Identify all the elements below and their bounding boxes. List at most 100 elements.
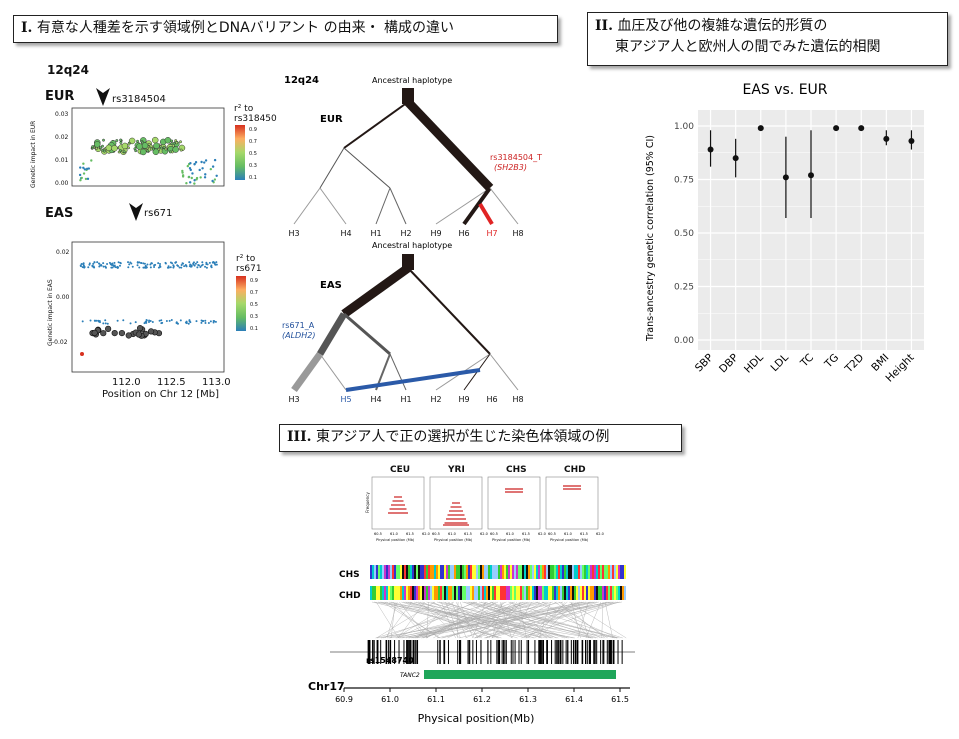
eas-variant-dot xyxy=(192,262,195,265)
hap-row-chd-segment xyxy=(500,586,502,600)
hap-connector xyxy=(421,601,553,639)
eur-variant-dot xyxy=(195,178,198,181)
eas-variant-dot xyxy=(118,264,121,267)
eas-variant-dot xyxy=(91,265,94,268)
eas-variant-dot xyxy=(134,321,137,324)
hap-connector xyxy=(399,601,429,639)
hap-row-chd-segment xyxy=(558,586,560,600)
hap-row-chs-segment xyxy=(606,565,608,579)
hap-row-chs-segment xyxy=(376,565,378,579)
hap-row-chs-segment xyxy=(464,565,466,579)
hap-row-chd-segment xyxy=(374,586,376,600)
hap-row-chd-segment xyxy=(404,586,406,600)
eas-variant-dot xyxy=(89,319,92,322)
eas-variant-dot xyxy=(209,320,212,323)
eas-variant-dot xyxy=(125,332,132,339)
hap-row-chs-segment xyxy=(510,565,512,579)
hap-row-chd-segment xyxy=(618,586,620,600)
eas-variant-dot xyxy=(159,263,162,266)
hap-row-chd-segment xyxy=(606,586,608,600)
hap-connector xyxy=(472,601,605,639)
hap-row-chd-segment xyxy=(418,586,420,600)
hap-row-chs-segment xyxy=(598,565,600,579)
hap-row-chs-segment xyxy=(502,565,504,579)
hap-row-label-chs: CHS xyxy=(339,570,360,580)
hap-connector xyxy=(571,601,581,639)
hap-row-chs-segment xyxy=(492,565,494,579)
hap-connector xyxy=(374,601,593,639)
hap-row-chd-segment xyxy=(520,586,522,600)
hap-row-chs-segment xyxy=(474,565,476,579)
hap-row-chs-segment xyxy=(574,565,576,579)
hap-row-chs-segment xyxy=(590,565,592,579)
section-2-header: II. 血圧及び他の複雑な遺伝的形質の 東アジア人と欧州人の間でみた遺伝的相関 xyxy=(587,12,948,66)
hap-row-chd-segment xyxy=(512,586,514,600)
hap-row-chd-segment xyxy=(390,586,392,600)
trees-eur-annotation-gene: (SH2B3) xyxy=(494,163,527,172)
hap-row-chd-segment xyxy=(534,586,536,600)
hap-row-chs-segment xyxy=(398,565,400,579)
eur-variant-dot xyxy=(136,143,143,150)
hap-connector xyxy=(481,601,557,639)
hap-connector xyxy=(408,601,591,639)
section-3-header: III. 東アジア人で正の選択が生じた染色体領域の例 xyxy=(279,424,682,452)
trees-region-label: 12q24 xyxy=(284,75,319,86)
hap-row-chd-segment xyxy=(490,586,492,600)
mini-panel-frame xyxy=(429,476,483,530)
hap-row-chd-segment xyxy=(602,586,604,600)
eas-variant-dot xyxy=(193,264,196,267)
hap-row-chd-segment xyxy=(516,586,518,600)
hap-row-chd-segment xyxy=(578,586,580,600)
hap-row-chs-segment xyxy=(518,565,520,579)
eur-variant-dot xyxy=(115,139,119,142)
eas-variant-dot xyxy=(138,261,141,264)
hap-connector xyxy=(511,601,532,639)
hap-connector xyxy=(420,601,460,639)
r2-tick-eur: 0.3 xyxy=(249,163,257,169)
eur-variant-dot xyxy=(128,137,136,145)
mini-xlabel: Physical position (Mb) xyxy=(550,538,589,542)
eas-variant-dot xyxy=(100,264,103,267)
eas-variant-dot xyxy=(200,321,203,324)
hap-row-chs-segment xyxy=(488,565,490,579)
corr-ytick-label: 1.00 xyxy=(674,122,694,132)
hap-row-chs-segment xyxy=(434,565,436,579)
hap-row-chs-segment xyxy=(530,565,532,579)
eur-variant-dot xyxy=(201,167,204,170)
hap-row-chs-segment xyxy=(618,565,620,579)
hap-connector xyxy=(441,601,456,639)
eas-variant-dot xyxy=(211,261,214,264)
r2-legend-eas-label: r² to rs671 xyxy=(236,254,262,274)
hap-row-chs-segment xyxy=(524,565,526,579)
eur-variant-dot xyxy=(193,163,196,166)
hap-row-chd-segment xyxy=(532,586,534,600)
hap-row-chd-segment xyxy=(548,586,550,600)
eas-variant-dot xyxy=(201,319,204,322)
hap-row-chd-segment xyxy=(452,586,454,600)
hap-row-chs-segment xyxy=(378,565,380,579)
eas-variant-dot xyxy=(80,352,84,356)
mini-xlabel: Physical position (Mb) xyxy=(434,538,473,542)
hap-connector xyxy=(477,601,505,639)
eur-variant-dot xyxy=(204,173,207,176)
eur-variant-dot xyxy=(86,177,90,181)
mini-panel-title: CEU xyxy=(390,465,411,475)
eas-variant-dot xyxy=(106,262,109,265)
eas-variant-dot xyxy=(160,322,163,325)
eas-variant-dot xyxy=(188,261,191,264)
eas-variant-dot xyxy=(119,262,122,265)
hap-row-chd-segment xyxy=(554,586,556,600)
hap-row-chs-segment xyxy=(602,565,604,579)
eas-variant-dot xyxy=(208,261,211,264)
locus-eur-ytick: 0.02 xyxy=(55,134,69,141)
locus-eas-snp: rs671 xyxy=(144,208,173,219)
tree-leaf-label: H1 xyxy=(370,229,381,238)
hap-row-chd-segment xyxy=(564,586,566,600)
eas-variant-dot xyxy=(149,263,152,266)
eur-variant-dot xyxy=(179,140,182,144)
hap-connector xyxy=(391,601,396,639)
section-2-number: II. xyxy=(595,18,613,34)
hap-row-chs-segment xyxy=(396,565,398,579)
eas-variant-dot xyxy=(153,264,156,267)
r2-legend-eur-snp: rs318450 xyxy=(234,114,277,124)
